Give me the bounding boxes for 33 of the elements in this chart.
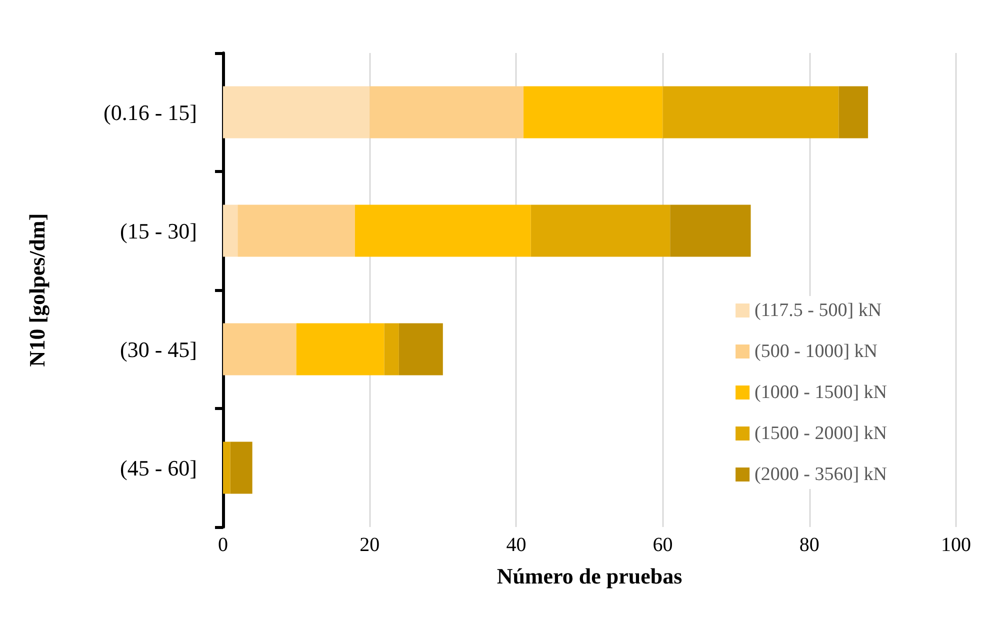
bar bbox=[230, 442, 252, 494]
legend-label: (117.5 - 500] kN bbox=[754, 300, 882, 321]
x-tick-label: 100 bbox=[941, 534, 971, 556]
bar bbox=[223, 442, 230, 494]
x-axis-title: Número de pruebas bbox=[496, 564, 683, 588]
bar bbox=[238, 204, 355, 257]
x-tick-label: 40 bbox=[506, 534, 526, 556]
y-tick-label: (15 - 30] bbox=[120, 218, 197, 244]
bar bbox=[838, 86, 868, 138]
bar bbox=[398, 323, 443, 376]
bar bbox=[223, 86, 370, 138]
bar bbox=[530, 204, 670, 257]
bar bbox=[223, 323, 296, 376]
bar bbox=[223, 204, 238, 257]
x-tick-label: 60 bbox=[652, 534, 673, 556]
bar bbox=[670, 204, 751, 257]
bar bbox=[384, 323, 399, 376]
legend-label: (1000 - 1500] kN bbox=[754, 382, 888, 403]
y-tick-label: (45 - 60] bbox=[120, 455, 197, 480]
legend-label: (2000 - 3560] kN bbox=[754, 464, 888, 485]
x-tick-label: 0 bbox=[218, 534, 228, 556]
legend-label: (500 - 1000] kN bbox=[754, 341, 878, 362]
bar bbox=[354, 204, 531, 257]
x-tick-label: 20 bbox=[360, 534, 380, 556]
x-tick-label: 80 bbox=[799, 534, 820, 556]
bar bbox=[370, 86, 524, 138]
bar bbox=[296, 323, 384, 376]
bar bbox=[662, 86, 839, 138]
bar bbox=[524, 86, 663, 138]
y-tick-label: (30 - 45] bbox=[120, 336, 197, 362]
y-axis-title: N10 [golpes/dm] bbox=[24, 213, 50, 367]
y-tick-label: (0.16 - 15] bbox=[104, 100, 197, 125]
legend-label: (1500 - 2000] kN bbox=[754, 423, 888, 444]
